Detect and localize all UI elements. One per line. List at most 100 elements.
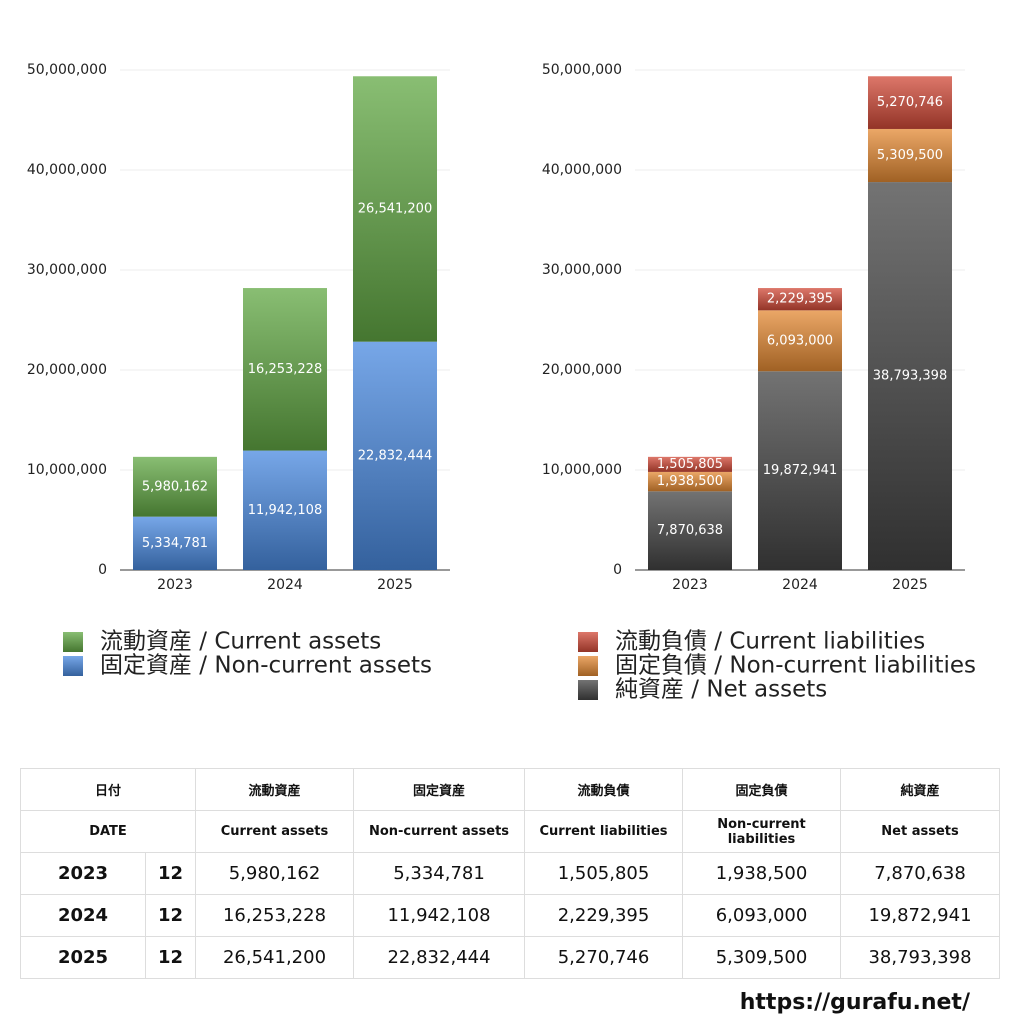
table-row: 2024 12 16,253,228 11,942,108 2,229,395 6,093… [20, 894, 1000, 937]
data-label: 7,870,638 [657, 523, 723, 538]
table-cell: 2,229,395 [524, 894, 683, 937]
x-tick-label: 2024 [782, 577, 818, 593]
table-cell: 6,093,000 [682, 894, 841, 937]
bar-segment [758, 288, 842, 311]
y-tick-label: 40,000,000 [542, 162, 622, 178]
data-label: 16,253,228 [248, 362, 322, 377]
y-tick-label: 10,000,000 [542, 462, 622, 478]
legend-label: 固定負債 / Non-current liabilities [615, 653, 976, 679]
table-cell: Net assets [840, 810, 1000, 853]
y-tick-label: 20,000,000 [27, 362, 107, 378]
x-tick-label: 2023 [157, 577, 193, 593]
bar-segment [133, 456, 217, 517]
y-tick-label: 30,000,000 [542, 262, 622, 278]
table-cell: 19,872,941 [840, 894, 1000, 937]
table-cell: 流動負債 [524, 768, 683, 811]
bar-segment [868, 128, 952, 183]
table-cell: 1,505,805 [524, 852, 683, 895]
table-row: DATE Current assets Non-current assets Curr… [20, 810, 1000, 853]
y-tick-label: 50,000,000 [542, 62, 622, 78]
bar-segment [648, 491, 732, 570]
bar-segment [353, 76, 437, 342]
table-cell: 2025 [20, 936, 146, 979]
charts: 0 10,000,000 20,000,000 30,000,000 40,000,00… [27, 62, 976, 703]
legend-swatch [63, 656, 83, 676]
footer-url: https://gurafu.net/ [739, 990, 970, 1015]
y-tick-label: 20,000,000 [542, 362, 622, 378]
data-label: 1,505,805 [657, 457, 723, 472]
table-cell: 固定資産 [353, 768, 525, 811]
data-label: 5,334,781 [142, 536, 208, 551]
data-label: 1,938,500 [657, 474, 723, 489]
bar-segment [758, 310, 842, 372]
legend-label: 流動資産 / Current assets [100, 629, 381, 655]
legend-swatch [578, 680, 598, 700]
table-cell: 2023 [20, 852, 146, 895]
table-cell: 5,270,746 [524, 936, 683, 979]
legend-label: 純資産 / Net assets [615, 677, 827, 703]
bar-segment [243, 288, 327, 451]
y-tick-label: 0 [613, 562, 622, 578]
legend-swatch [578, 632, 598, 652]
table-cell: 26,541,200 [195, 936, 354, 979]
data-label: 11,942,108 [248, 503, 322, 518]
data-table: 日付 流動資産 固定資産 流動負債 固定負債 純資産 DATE Current assets N… [20, 768, 1000, 979]
legend-swatch [578, 656, 598, 676]
table-cell: 2024 [20, 894, 146, 937]
table-cell: Non-current assets [353, 810, 525, 853]
table-cell: Non-current liabilities [682, 810, 841, 853]
table-cell: 5,309,500 [682, 936, 841, 979]
legend-label: 固定資産 / Non-current assets [100, 653, 432, 679]
data-label: 5,309,500 [877, 148, 943, 163]
table-cell: 固定負債 [682, 768, 841, 811]
x-tick-label: 2025 [377, 577, 413, 593]
y-tick-label: 10,000,000 [27, 462, 107, 478]
bar-segment [353, 341, 437, 570]
table-cell: 日付 [20, 768, 196, 811]
data-label: 2,229,395 [767, 292, 833, 307]
table-row: 日付 流動資産 固定資産 流動負債 固定負債 純資産 [20, 768, 1000, 811]
table-row: 2023 12 5,980,162 5,334,781 1,505,805 1,938,5… [20, 852, 1000, 895]
data-label: 26,541,200 [358, 201, 432, 216]
x-tick-label: 2023 [672, 577, 708, 593]
table-cell: 16,253,228 [195, 894, 354, 937]
table-cell: 22,832,444 [353, 936, 525, 979]
data-label: 19,872,941 [763, 463, 837, 478]
data-label: 22,832,444 [358, 448, 432, 463]
bar-segment [243, 450, 327, 570]
x-tick-label: 2024 [267, 577, 303, 593]
bar-segment [868, 182, 952, 570]
data-label: 38,793,398 [873, 369, 947, 384]
table-cell: 7,870,638 [840, 852, 1000, 895]
table-cell: 5,334,781 [353, 852, 525, 895]
bar-segment [648, 456, 732, 472]
x-tick-label: 2025 [892, 577, 928, 593]
table-cell: 12 [145, 936, 196, 979]
y-tick-label: 40,000,000 [27, 162, 107, 178]
bar-segment [758, 371, 842, 570]
table-row: 2025 12 26,541,200 22,832,444 5,270,746 5,309… [20, 936, 1000, 979]
table-cell: 流動資産 [195, 768, 354, 811]
table-cell: 11,942,108 [353, 894, 525, 937]
bar-segment [868, 76, 952, 129]
table-cell: 12 [145, 852, 196, 895]
table-cell: 12 [145, 894, 196, 937]
table-cell: 5,980,162 [195, 852, 354, 895]
bar-segment [133, 516, 217, 570]
table-cell: Current assets [195, 810, 354, 853]
table-cell: 38,793,398 [840, 936, 1000, 979]
table-cell: 純資産 [840, 768, 1000, 811]
legend-swatch [63, 632, 83, 652]
y-tick-label: 0 [98, 562, 107, 578]
bar-segment [648, 471, 732, 492]
table-cell: Current liabilities [524, 810, 683, 853]
table-cell: 1,938,500 [682, 852, 841, 895]
data-label: 5,980,162 [142, 479, 208, 494]
y-tick-label: 30,000,000 [27, 262, 107, 278]
y-tick-label: 50,000,000 [27, 62, 107, 78]
table-cell: DATE [20, 810, 196, 853]
data-label: 5,270,746 [877, 95, 943, 110]
data-label: 6,093,000 [767, 333, 833, 348]
legend-label: 流動負債 / Current liabilities [615, 629, 925, 655]
